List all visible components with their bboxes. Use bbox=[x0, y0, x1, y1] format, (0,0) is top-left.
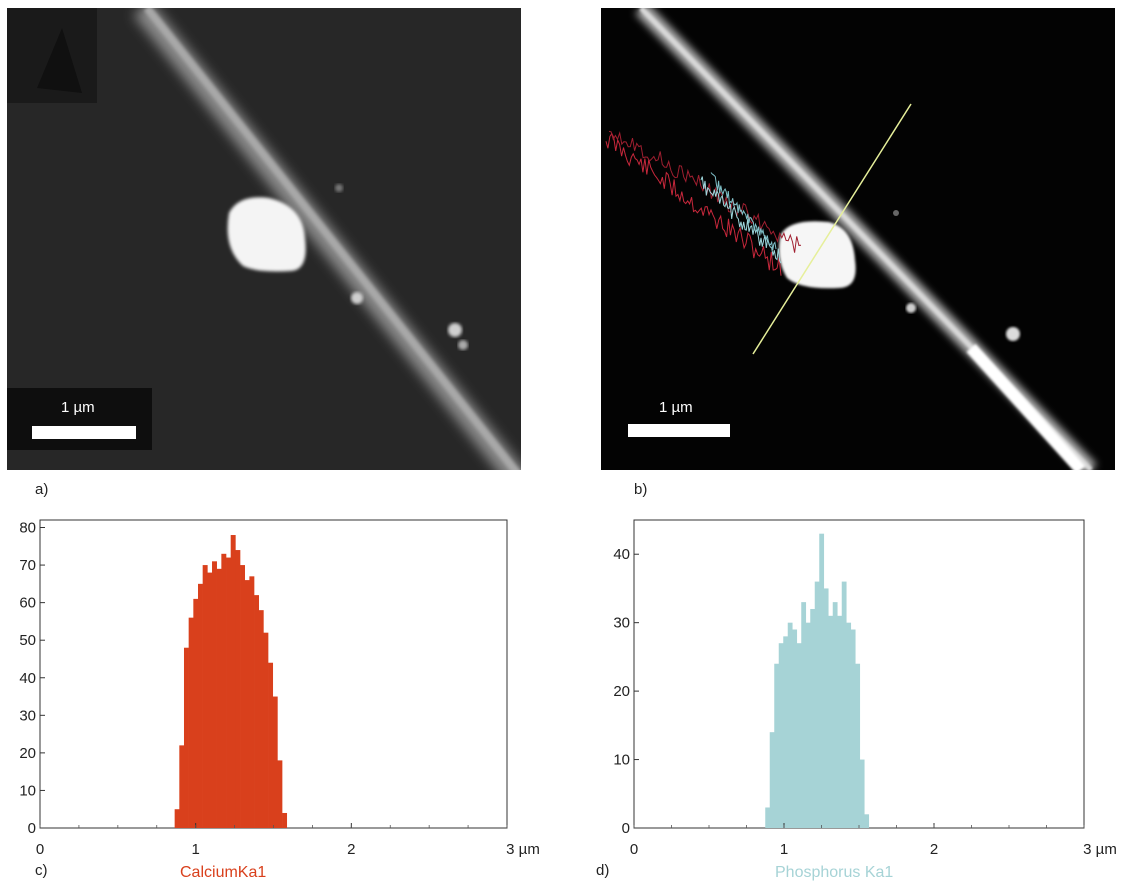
bar bbox=[864, 814, 870, 828]
bar bbox=[765, 807, 771, 828]
bar bbox=[174, 809, 180, 828]
bar bbox=[240, 565, 245, 828]
panel-label-b: b) bbox=[634, 481, 648, 498]
bar bbox=[801, 602, 807, 828]
bar bbox=[272, 696, 278, 828]
x-tick-label: 3 µm bbox=[506, 841, 540, 858]
line-scan-profiles bbox=[605, 130, 802, 276]
x-tick-label: 1 bbox=[191, 841, 199, 858]
bar bbox=[810, 608, 816, 828]
bar bbox=[783, 636, 789, 828]
panel-label-c: c) bbox=[35, 862, 48, 879]
panel-label-d: d) bbox=[596, 862, 610, 879]
bar bbox=[268, 662, 274, 828]
microscopy-image-a: 1 µm bbox=[7, 8, 521, 470]
bar bbox=[188, 617, 194, 828]
y-tick-label: 40 bbox=[613, 546, 630, 563]
bar bbox=[216, 568, 222, 828]
bar bbox=[235, 550, 241, 828]
y-tick-label: 10 bbox=[613, 752, 630, 769]
x-tick-label: 1 bbox=[780, 841, 788, 858]
scale-bar-a bbox=[32, 426, 136, 439]
image-a-art bbox=[7, 8, 521, 470]
y-tick-label: 30 bbox=[19, 707, 36, 724]
bar bbox=[179, 745, 185, 828]
bar bbox=[828, 615, 834, 828]
bar bbox=[282, 812, 288, 828]
bar bbox=[814, 581, 820, 828]
bar bbox=[823, 588, 829, 828]
y-tick-label: 0 bbox=[622, 820, 630, 837]
y-tick-label: 50 bbox=[19, 632, 36, 649]
scale-label-a: 1 µm bbox=[61, 399, 95, 416]
x-tick-label: 0 bbox=[36, 841, 44, 858]
scale-label-b: 1 µm bbox=[659, 399, 693, 416]
bar bbox=[212, 561, 217, 828]
image-b-art bbox=[601, 8, 1115, 470]
bar bbox=[792, 629, 798, 828]
bar bbox=[850, 629, 856, 828]
bar bbox=[805, 622, 811, 828]
bar bbox=[183, 647, 189, 828]
y-tick-label: 20 bbox=[613, 683, 630, 700]
y-tick-label: 70 bbox=[19, 557, 36, 574]
y-tick-label: 30 bbox=[613, 615, 630, 632]
x-tick-label: 2 bbox=[930, 841, 938, 858]
bar bbox=[249, 576, 255, 828]
bar bbox=[778, 643, 784, 828]
bar bbox=[193, 598, 199, 828]
y-tick-label: 40 bbox=[19, 670, 36, 687]
bar bbox=[832, 602, 838, 828]
bar bbox=[855, 663, 861, 828]
y-tick-label: 0 bbox=[28, 820, 36, 837]
chart-c-calcium: 0 10 20 30 40 50 60 70 80 0 1 2 3 µm CalciumKa1 bbox=[19, 519, 540, 881]
bar bbox=[263, 632, 269, 828]
bar bbox=[277, 760, 283, 828]
bar bbox=[198, 583, 203, 828]
bar bbox=[207, 572, 213, 828]
bar bbox=[774, 663, 780, 828]
bar bbox=[769, 732, 775, 828]
bar bbox=[244, 580, 250, 828]
bar bbox=[254, 595, 260, 828]
bar bbox=[202, 565, 208, 828]
y-tick-label: 10 bbox=[19, 782, 36, 799]
bar bbox=[221, 553, 227, 828]
x-tick-label: 0 bbox=[630, 841, 638, 858]
particle bbox=[227, 197, 306, 272]
panel-label-a: a) bbox=[35, 481, 49, 498]
bar bbox=[258, 610, 264, 828]
line-scan-path bbox=[752, 103, 912, 355]
bar bbox=[226, 557, 231, 828]
bar bbox=[846, 622, 852, 828]
series-label-c: CalciumKa1 bbox=[180, 864, 266, 881]
bar bbox=[859, 759, 865, 828]
y-tick-label: 20 bbox=[19, 745, 36, 762]
bar bbox=[837, 615, 843, 828]
y-tick-label: 60 bbox=[19, 595, 36, 612]
chart-d-phosphorus: 0 10 20 30 40 0 1 2 3 µm Phosphorus Ka1 bbox=[613, 519, 1117, 881]
microscopy-image-b: 1 µm bbox=[601, 8, 1115, 470]
particle bbox=[779, 221, 856, 289]
bar bbox=[230, 535, 236, 828]
bar bbox=[841, 581, 847, 828]
bar bbox=[796, 643, 802, 828]
series-label-d: Phosphorus Ka1 bbox=[775, 864, 893, 881]
scale-bar-b bbox=[628, 424, 730, 437]
y-tick-label: 80 bbox=[19, 520, 36, 537]
x-tick-label: 2 bbox=[347, 841, 355, 858]
bar bbox=[787, 622, 793, 828]
bar bbox=[819, 533, 825, 828]
x-tick-label: 3 µm bbox=[1083, 841, 1117, 858]
